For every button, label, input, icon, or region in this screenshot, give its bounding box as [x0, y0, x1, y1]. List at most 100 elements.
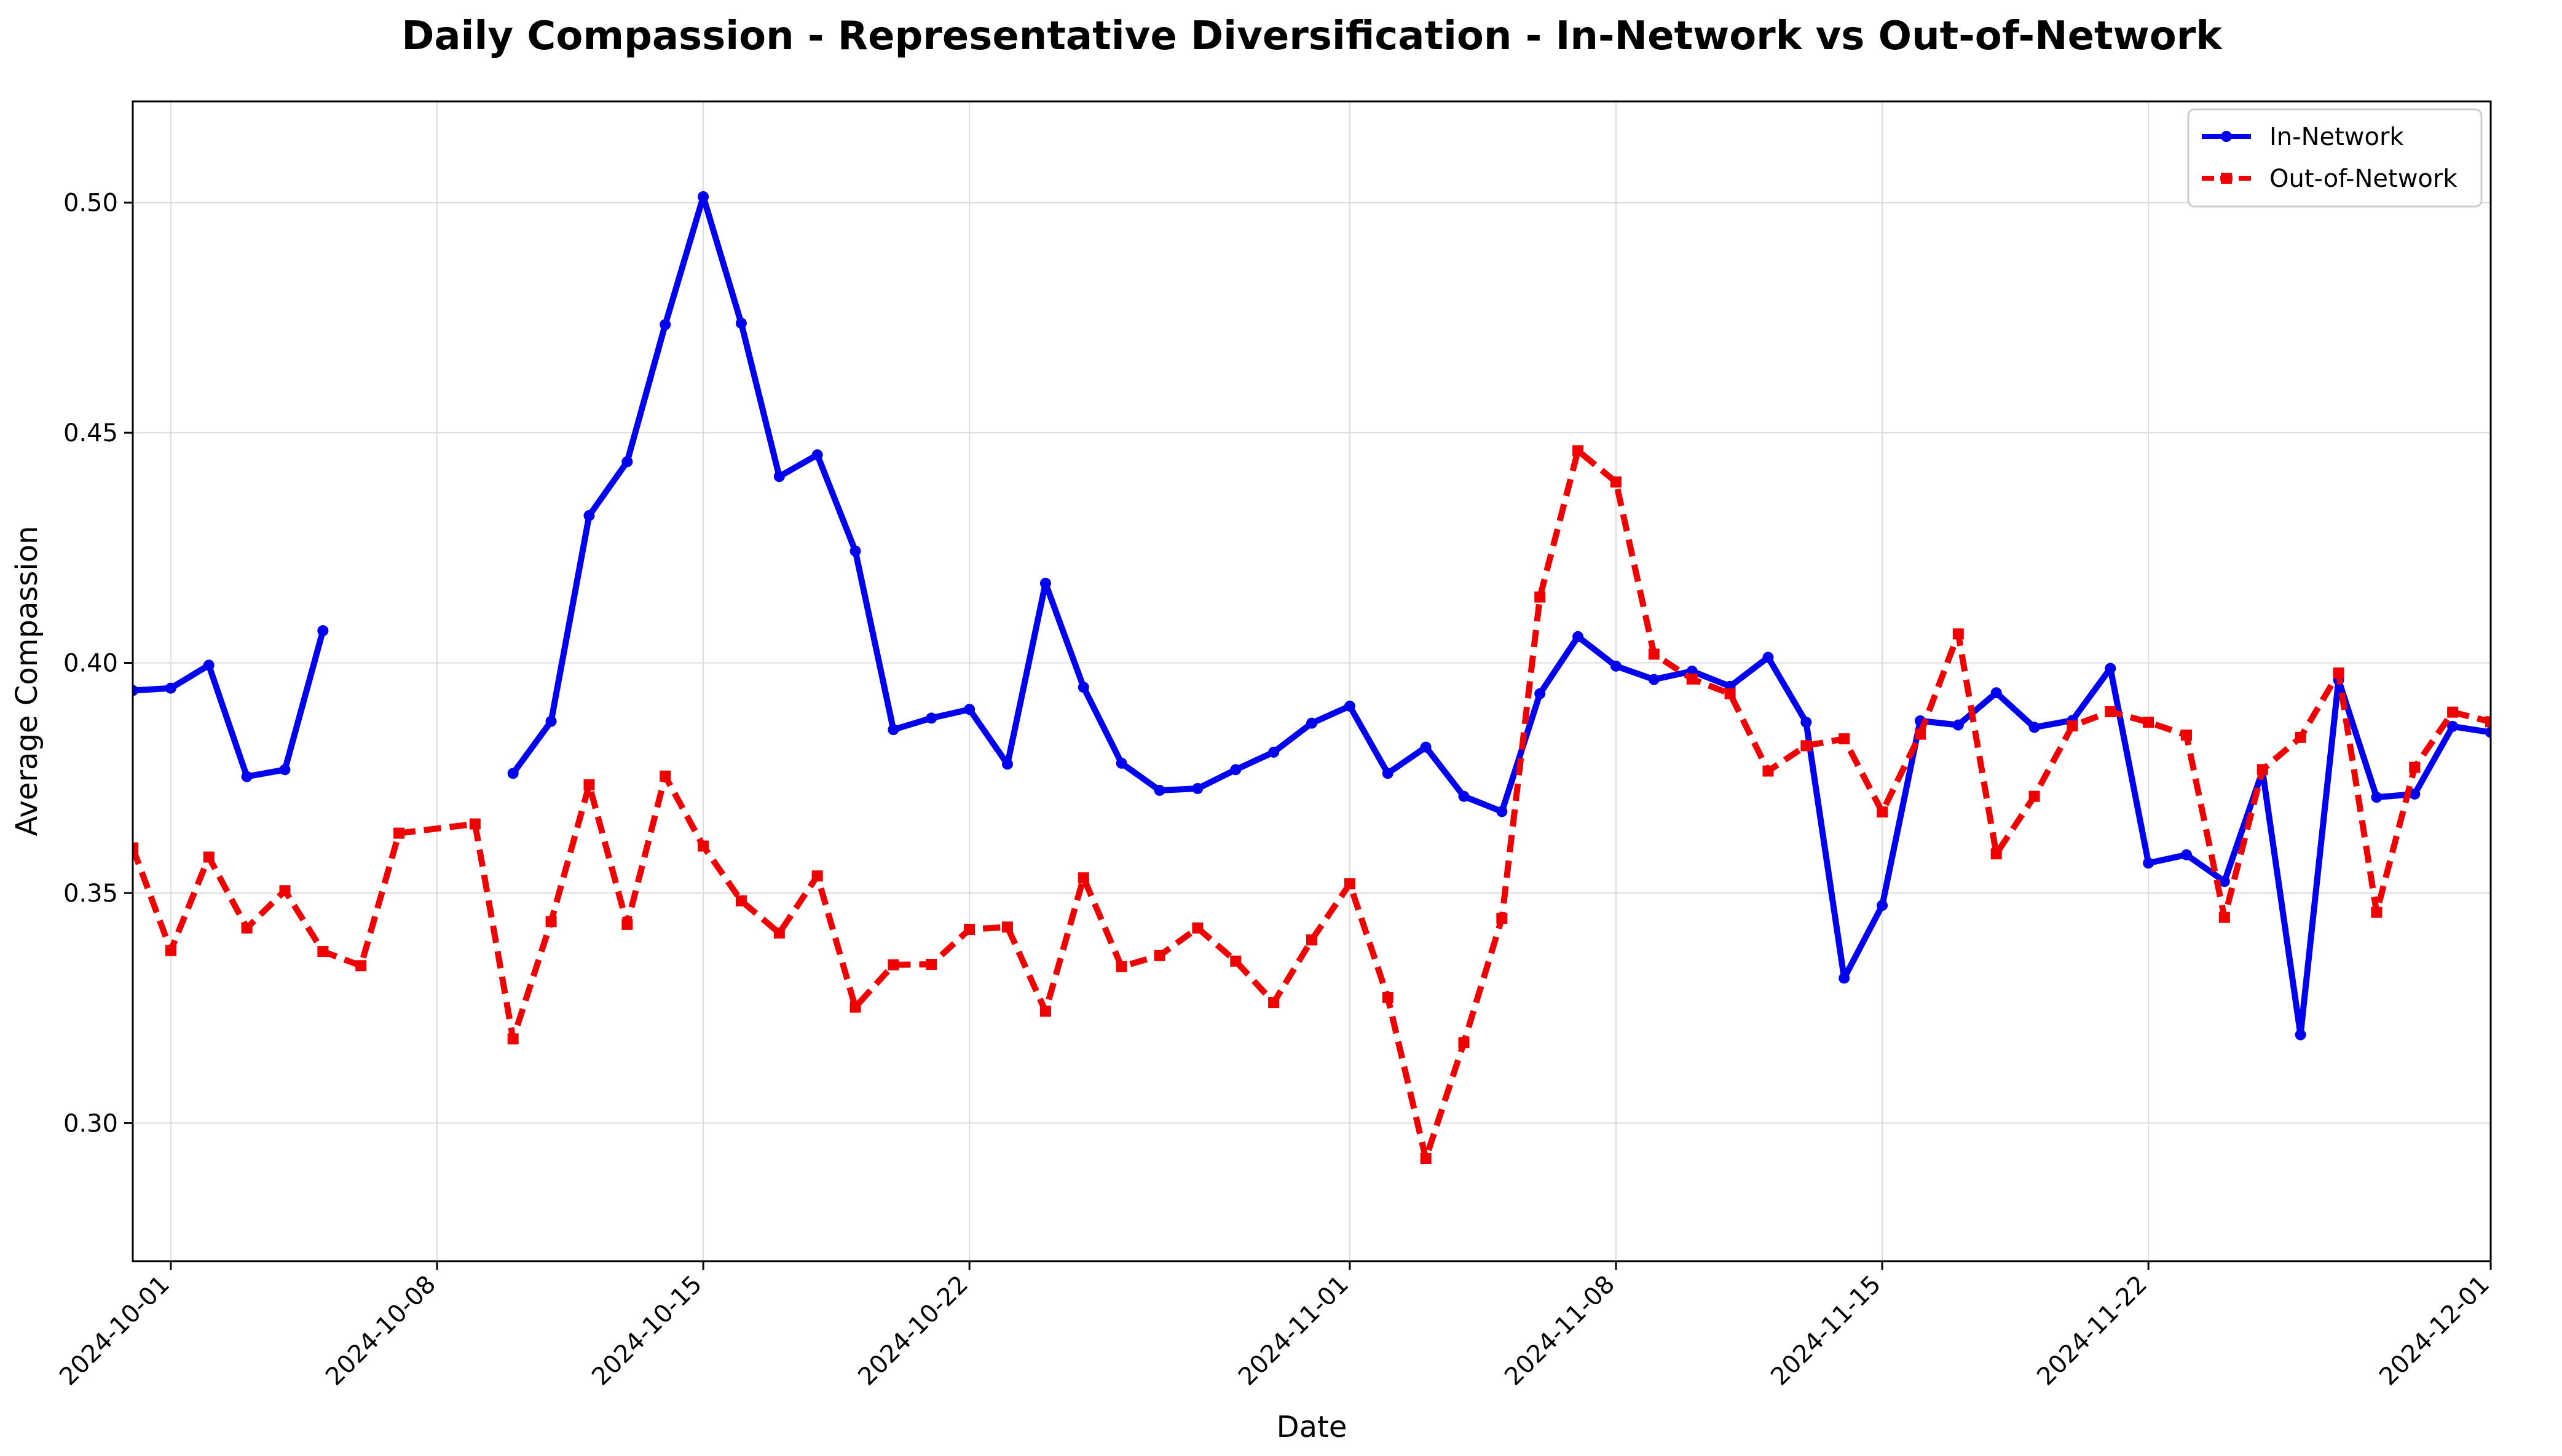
legend-label-in-network: In-Network [2269, 123, 2404, 151]
data-point-in-network [1420, 741, 1432, 753]
data-point-in-network [1344, 700, 1355, 712]
data-point-out-of-network [317, 946, 329, 958]
series-line-in-network [133, 194, 2491, 1038]
data-point-out-of-network [241, 922, 253, 934]
data-point-in-network [1192, 782, 1204, 794]
data-point-out-of-network [1990, 848, 2002, 860]
data-point-out-of-network [1268, 997, 1280, 1009]
data-point-out-of-network [2181, 730, 2193, 741]
chart-title: Daily Compassion - Representative Divers… [401, 14, 2223, 59]
data-point-in-network [2485, 726, 2491, 738]
data-point-in-network [1990, 687, 2002, 699]
data-point-in-network [1534, 688, 1546, 699]
x-tick-label: 2024-10-15 [586, 1270, 708, 1391]
data-point-in-network [317, 625, 329, 637]
data-point-out-of-network [735, 895, 747, 907]
data-point-in-network [1458, 790, 1470, 802]
data-point-in-network [1306, 717, 1317, 729]
data-point-in-network [2181, 849, 2193, 860]
data-point-in-network [545, 715, 557, 727]
data-point-out-of-network [1002, 921, 1014, 933]
data-point-in-network [2409, 788, 2421, 800]
y-tick-label: 0.50 [63, 189, 118, 218]
data-point-out-of-network [2067, 720, 2078, 732]
data-point-in-network [1230, 764, 1242, 776]
data-point-out-of-network [165, 945, 176, 956]
data-point-out-of-network [1306, 934, 1317, 946]
data-point-in-network [241, 771, 253, 782]
data-point-out-of-network [1572, 445, 1584, 457]
data-point-out-of-network [1800, 740, 1812, 752]
x-tick-label: 2024-11-15 [1765, 1270, 1886, 1391]
data-point-out-of-network [1154, 950, 1165, 961]
data-point-out-of-network [1686, 673, 1698, 685]
data-point-out-of-network [1078, 872, 1089, 884]
data-point-out-of-network [811, 870, 823, 882]
data-point-in-network [165, 682, 176, 694]
data-point-out-of-network [773, 927, 785, 939]
data-point-out-of-network [2447, 706, 2459, 718]
data-point-out-of-network [545, 916, 557, 927]
data-point-in-network [2143, 857, 2154, 869]
data-point-in-network [1116, 757, 1127, 769]
plot-frame [132, 100, 2492, 1262]
data-point-in-network [811, 449, 823, 461]
data-point-out-of-network [1420, 1153, 1432, 1165]
data-point-out-of-network [1952, 628, 1964, 640]
series-line-out-of-network [133, 447, 2491, 1162]
grid [133, 101, 2491, 1261]
data-point-in-network [1268, 746, 1280, 758]
data-point-out-of-network [849, 1001, 861, 1013]
data-point-in-network [773, 471, 785, 482]
data-point-in-network [1610, 660, 1622, 672]
data-point-in-network [1572, 631, 1584, 642]
y-axis: 0.30 0.35 0.40 0.45 0.50 [63, 189, 133, 1138]
data-point-out-of-network [355, 960, 367, 972]
data-point-out-of-network [1648, 648, 1660, 660]
y-tick-label: 0.30 [63, 1109, 118, 1138]
data-point-in-network [1039, 578, 1051, 589]
data-point-in-network [133, 685, 138, 696]
y-axis-label: Average Compassion [10, 525, 44, 836]
data-point-out-of-network [2105, 706, 2116, 717]
data-point-out-of-network [660, 770, 671, 782]
legend-label-out-of-network: Out-of-Network [2269, 165, 2458, 193]
data-point-in-network [507, 768, 519, 779]
legend-marker-in-network [2221, 131, 2232, 142]
data-point-out-of-network [507, 1033, 519, 1045]
y-tick-label: 0.40 [63, 650, 118, 678]
data-point-out-of-network [583, 779, 595, 790]
data-point-out-of-network [1116, 961, 1127, 972]
y-tick-label: 0.45 [63, 419, 118, 447]
legend: In-Network Out-of-Network [2187, 108, 2483, 208]
data-point-out-of-network [1762, 765, 1774, 777]
data-point-out-of-network [1344, 878, 1355, 889]
plot-area [133, 191, 2491, 1165]
data-point-in-network [1496, 806, 1508, 817]
data-point-in-network [1648, 674, 1660, 685]
data-point-out-of-network [203, 851, 215, 863]
data-point-in-network [849, 545, 861, 557]
data-point-out-of-network [1610, 476, 1622, 488]
legend-marker-out-of-network [2221, 173, 2232, 184]
data-point-in-network [1839, 972, 1850, 984]
x-tick-label: 2024-11-08 [1499, 1270, 1620, 1391]
data-point-in-network [660, 319, 671, 331]
data-point-out-of-network [888, 959, 899, 970]
data-point-out-of-network [279, 885, 291, 897]
data-point-out-of-network [1230, 955, 1242, 967]
data-point-out-of-network [1039, 1005, 1051, 1017]
data-point-in-network [2105, 663, 2116, 674]
data-point-in-network [1877, 900, 1888, 911]
data-point-in-network [2218, 876, 2230, 887]
data-point-in-network [621, 456, 633, 468]
data-point-out-of-network [1534, 591, 1546, 603]
data-point-in-network [888, 724, 899, 736]
data-point-out-of-network [133, 842, 138, 854]
data-point-out-of-network [2257, 764, 2268, 776]
x-tick-label: 2024-10-22 [853, 1270, 974, 1391]
data-point-out-of-network [1382, 991, 1393, 1003]
data-point-in-network [203, 659, 215, 671]
x-tick-label: 2024-11-01 [1233, 1270, 1354, 1391]
